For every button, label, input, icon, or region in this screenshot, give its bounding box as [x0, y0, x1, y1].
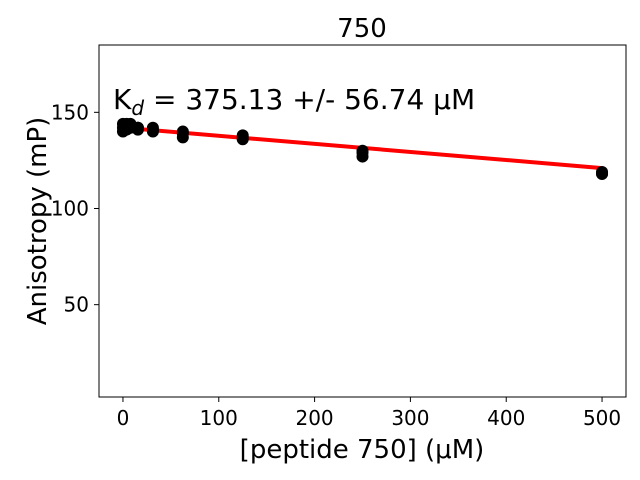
kd-annotation-prefix: K [113, 83, 132, 116]
x-axis-label: [peptide 750] (μM) [240, 435, 485, 465]
x-ticks: 0 100 200 300 400 500 [117, 397, 621, 430]
x-tick-label: 100 [200, 406, 238, 430]
y-ticks: 50 100 150 [51, 100, 99, 317]
x-tick-label: 400 [487, 406, 525, 430]
x-tick-label: 200 [295, 406, 333, 430]
kd-annotation-value: = 375.13 +/- 56.74 μM [144, 83, 475, 116]
data-point [236, 129, 249, 142]
plot-frame [98, 44, 627, 398]
kd-annotation: Kd = 375.13 +/- 56.74 μM [113, 83, 475, 120]
y-tick-label: 150 [51, 100, 89, 124]
marks-layer [116, 117, 609, 180]
data-point [596, 165, 609, 178]
chart-title: 750 [337, 14, 387, 44]
data-point [356, 144, 369, 157]
data-point [146, 121, 159, 134]
x-tick-label: 0 [117, 406, 130, 430]
y-axis-label: Anisotropy (mP) [23, 117, 53, 326]
kd-annotation-subscript: d [131, 96, 144, 120]
y-tick-label: 50 [64, 293, 89, 317]
y-tick-label: 100 [51, 196, 89, 220]
data-point [131, 121, 144, 134]
x-tick-label: 500 [583, 406, 621, 430]
data-point [176, 125, 189, 138]
x-tick-label: 300 [391, 406, 429, 430]
